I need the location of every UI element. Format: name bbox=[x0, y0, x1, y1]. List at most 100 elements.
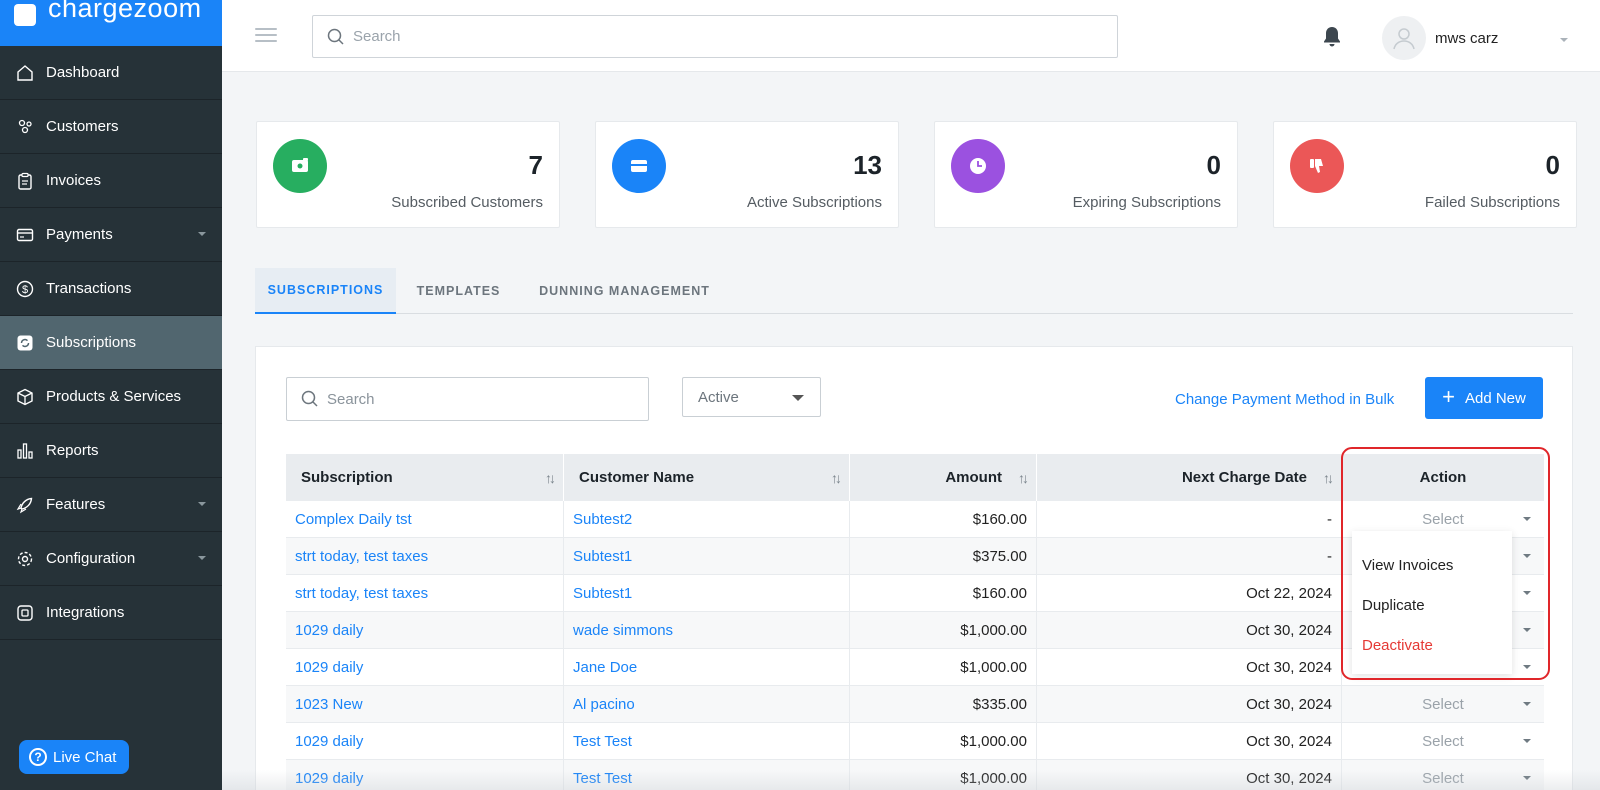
change-payment-bulk-link[interactable]: Change Payment Method in Bulk bbox=[1175, 391, 1395, 408]
logo-icon bbox=[14, 4, 36, 26]
sort-icon[interactable]: ↑↓ bbox=[1018, 470, 1029, 486]
cell-amount: $160.00 bbox=[850, 501, 1037, 538]
cell-subscription: 1029 daily bbox=[286, 612, 564, 649]
avatar[interactable] bbox=[1382, 16, 1426, 60]
caret-down-icon bbox=[198, 502, 206, 506]
stat-card-subscribed-customers[interactable]: 7 Subscribed Customers bbox=[256, 121, 560, 228]
sort-icon[interactable]: ↑↓ bbox=[1323, 470, 1334, 486]
stat-card-expiring-subscriptions[interactable]: 0 Expiring Subscriptions bbox=[934, 121, 1238, 228]
stat-label: Active Subscriptions bbox=[746, 194, 882, 211]
tab-templates[interactable]: TEMPLATES bbox=[416, 284, 501, 298]
sidebar-item-configuration[interactable]: Configuration bbox=[0, 532, 222, 586]
sidebar-item-features[interactable]: Features bbox=[0, 478, 222, 532]
action-select[interactable]: Select bbox=[1351, 696, 1535, 713]
add-new-button[interactable]: + Add New bbox=[1425, 377, 1543, 419]
subscription-link[interactable]: strt today, test taxes bbox=[295, 548, 429, 565]
table-body: Complex Daily tst Subtest2 $160.00- Select s… bbox=[286, 501, 1544, 790]
live-chat-button[interactable]: ? Live Chat bbox=[19, 740, 129, 774]
subscription-link[interactable]: 1029 daily bbox=[295, 622, 364, 639]
customer-link[interactable]: Al pacino bbox=[573, 696, 635, 713]
customer-link[interactable]: Jane Doe bbox=[573, 659, 638, 676]
stat-card-failed-subscriptions[interactable]: 0 Failed Subscriptions bbox=[1273, 121, 1577, 228]
sidebar-item-label: Integrations bbox=[46, 604, 125, 621]
home-icon bbox=[16, 64, 34, 82]
sidebar-item-payments[interactable]: Payments bbox=[0, 208, 222, 262]
action-select[interactable]: Select bbox=[1351, 511, 1535, 528]
cell-customer: Jane Doe bbox=[564, 649, 850, 686]
caret-down-icon bbox=[1523, 739, 1531, 743]
search-icon bbox=[327, 28, 344, 45]
sidebar-item-subscriptions[interactable]: Subscriptions bbox=[0, 316, 222, 370]
sidebar-item-label: Products & Services bbox=[46, 388, 182, 405]
cell-amount: $160.00 bbox=[850, 575, 1037, 612]
stat-label: Expiring Subscriptions bbox=[1072, 194, 1221, 211]
global-search-input[interactable] bbox=[353, 28, 1073, 45]
subscription-link[interactable]: 1029 daily bbox=[295, 770, 364, 787]
menu-item-deactivate[interactable]: Deactivate bbox=[1362, 636, 1433, 654]
sidebar-item-integrations[interactable]: Integrations bbox=[0, 586, 222, 640]
cell-customer: Al pacino bbox=[564, 686, 850, 723]
action-select[interactable]: Select bbox=[1351, 770, 1535, 787]
column-header-subscription[interactable]: Subscription ↑↓ bbox=[286, 454, 564, 501]
menu-item-view-invoices[interactable]: View Invoices bbox=[1362, 556, 1454, 574]
subscription-link[interactable]: 1029 daily bbox=[295, 733, 364, 750]
subscription-search-input[interactable] bbox=[327, 390, 627, 408]
status-filter-select[interactable]: Active bbox=[682, 377, 821, 417]
chevron-down-icon[interactable] bbox=[1560, 38, 1568, 42]
user-name[interactable]: mws carz bbox=[1435, 30, 1499, 47]
subscription-link[interactable]: strt today, test taxes bbox=[295, 585, 429, 602]
subscription-link[interactable]: 1023 New bbox=[295, 696, 363, 713]
cell-action: Select bbox=[1342, 760, 1544, 790]
sidebar-item-dashboard[interactable]: Dashboard bbox=[0, 46, 222, 100]
column-header-amount[interactable]: Amount ↑↓ bbox=[850, 454, 1037, 501]
cell-amount: $375.00 bbox=[850, 538, 1037, 575]
column-header-next-charge[interactable]: Next Charge Date ↑↓ bbox=[1037, 454, 1342, 501]
sidebar-item-customers[interactable]: Customers bbox=[0, 100, 222, 154]
top-header: mws carz bbox=[222, 0, 1600, 72]
refresh-icon bbox=[16, 334, 34, 352]
customer-link[interactable]: wade simmons bbox=[573, 622, 674, 639]
customer-link[interactable]: Subtest1 bbox=[573, 585, 633, 602]
subscription-link[interactable]: 1029 daily bbox=[295, 659, 364, 676]
plug-icon bbox=[16, 604, 34, 622]
cell-amount: $1,000.00 bbox=[850, 612, 1037, 649]
tab-dunning-management[interactable]: DUNNING MANAGEMENT bbox=[539, 284, 710, 298]
customer-link[interactable]: Test Test bbox=[573, 770, 632, 787]
caret-down-icon bbox=[792, 395, 804, 401]
sort-icon[interactable]: ↑↓ bbox=[545, 470, 556, 486]
table-row: 1029 daily Test Test $1,000.00 Oct 30, 2024… bbox=[286, 760, 1544, 790]
cell-action: Select bbox=[1342, 723, 1544, 760]
thumbs-down-icon bbox=[1290, 139, 1344, 193]
sidebar-item-invoices[interactable]: Invoices bbox=[0, 154, 222, 208]
tab-subscriptions[interactable]: SUBSCRIPTIONS bbox=[255, 268, 396, 314]
stat-value: 0 bbox=[1545, 150, 1560, 180]
cell-amount: $335.00 bbox=[850, 686, 1037, 723]
sidebar-item-products-services[interactable]: Products & Services bbox=[0, 370, 222, 424]
customer-link[interactable]: Subtest1 bbox=[573, 548, 633, 565]
action-select[interactable]: Select bbox=[1351, 733, 1535, 750]
cell-amount: $1,000.00 bbox=[850, 723, 1037, 760]
customer-link[interactable]: Test Test bbox=[573, 733, 632, 750]
subscription-link[interactable]: Complex Daily tst bbox=[295, 511, 412, 528]
cell-subscription: 1029 daily bbox=[286, 723, 564, 760]
cell-customer: Subtest2 bbox=[564, 501, 850, 538]
brand-header[interactable]: chargezoom bbox=[0, 0, 222, 46]
caret-down-icon bbox=[1523, 776, 1531, 780]
cell-customer: Test Test bbox=[564, 760, 850, 790]
bell-icon[interactable] bbox=[1322, 26, 1342, 48]
customer-link[interactable]: Subtest2 bbox=[573, 511, 633, 528]
caret-down-icon bbox=[1523, 702, 1531, 706]
clock-icon bbox=[951, 139, 1005, 193]
sort-icon[interactable]: ↑↓ bbox=[831, 470, 842, 486]
stat-card-active-subscriptions[interactable]: 13 Active Subscriptions bbox=[595, 121, 899, 228]
cell-subscription: 1029 daily bbox=[286, 760, 564, 790]
cell-subscription: strt today, test taxes bbox=[286, 538, 564, 575]
dollar-circle-icon: $ bbox=[16, 280, 34, 298]
sidebar-item-transactions[interactable]: $ Transactions bbox=[0, 262, 222, 316]
hamburger-menu-icon[interactable] bbox=[255, 28, 277, 42]
stat-label: Failed Subscriptions bbox=[1424, 194, 1560, 211]
caret-down-icon bbox=[198, 232, 206, 236]
column-header-customer[interactable]: Customer Name ↑↓ bbox=[564, 454, 850, 501]
menu-item-duplicate[interactable]: Duplicate bbox=[1362, 596, 1425, 614]
sidebar-item-reports[interactable]: Reports bbox=[0, 424, 222, 478]
